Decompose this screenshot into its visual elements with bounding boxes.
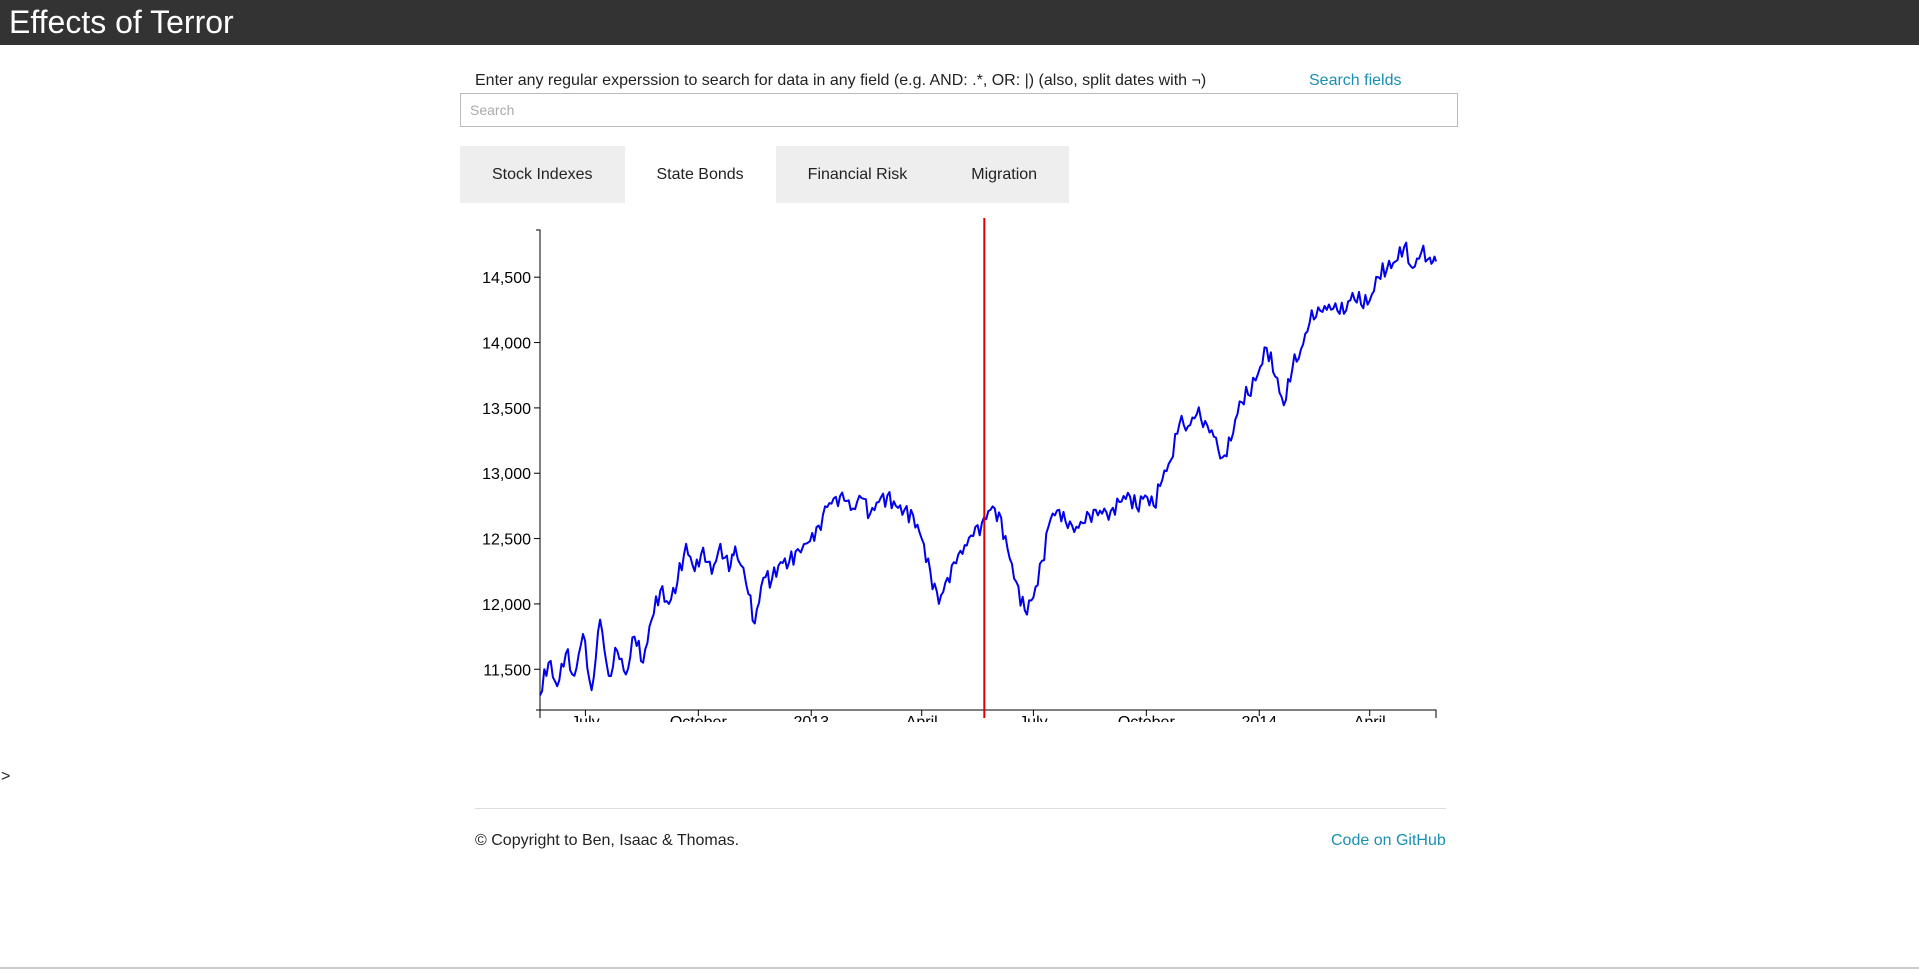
y-tick-label: 14,000: [482, 336, 531, 353]
y-axis-line: [536, 229, 541, 711]
x-tick-label: April: [1354, 714, 1386, 722]
bond-line-chart: 11,500 12,000 12,500 13,000 13,500 14,000 14,5…: [482, 218, 1437, 722]
bottom-divider: [0, 967, 1919, 969]
tab-migration[interactable]: Migration: [939, 146, 1070, 203]
x-tick-label: July: [1019, 714, 1047, 722]
app-title: Effects of Terror: [9, 4, 234, 40]
y-tick-label: 12,000: [482, 597, 531, 614]
x-axis-line: [539, 709, 1437, 718]
github-link[interactable]: Code on GitHub: [1331, 832, 1446, 849]
x-tick-label: 2013: [793, 714, 829, 722]
y-tick-label: 14,500: [482, 270, 531, 287]
y-tick-label: 13,000: [482, 466, 531, 483]
copyright-text: © Copyright to Ben, Isaac & Thomas.: [475, 832, 740, 849]
caret-glyph: >: [1, 768, 11, 785]
y-tick-label: 12,500: [482, 532, 531, 549]
series-line: [539, 241, 1437, 696]
search-fields-link[interactable]: Search fields: [1309, 72, 1402, 89]
search-help-text: Enter any regular experssion to search f…: [475, 72, 1207, 89]
y-tick-label: 11,500: [483, 662, 531, 679]
x-tick-label: April: [906, 714, 938, 722]
x-tick-label: October: [670, 714, 728, 722]
tab-stock-indexes[interactable]: Stock Indexes: [460, 146, 625, 203]
tab-financial-risk[interactable]: Financial Risk: [775, 146, 940, 203]
tab-state-bonds[interactable]: State Bonds: [624, 146, 776, 203]
x-tick-label: 2014: [1241, 714, 1277, 722]
tab-bar: Stock Indexes State Bonds Financial Risk…: [460, 146, 1070, 203]
y-tick-label: 13,500: [482, 401, 531, 418]
footer-divider: [475, 808, 1446, 809]
search-input[interactable]: [460, 93, 1458, 127]
x-tick-label: July: [571, 714, 599, 722]
header-bar: Effects of Terror: [0, 0, 1919, 45]
x-tick-label: October: [1118, 714, 1176, 722]
